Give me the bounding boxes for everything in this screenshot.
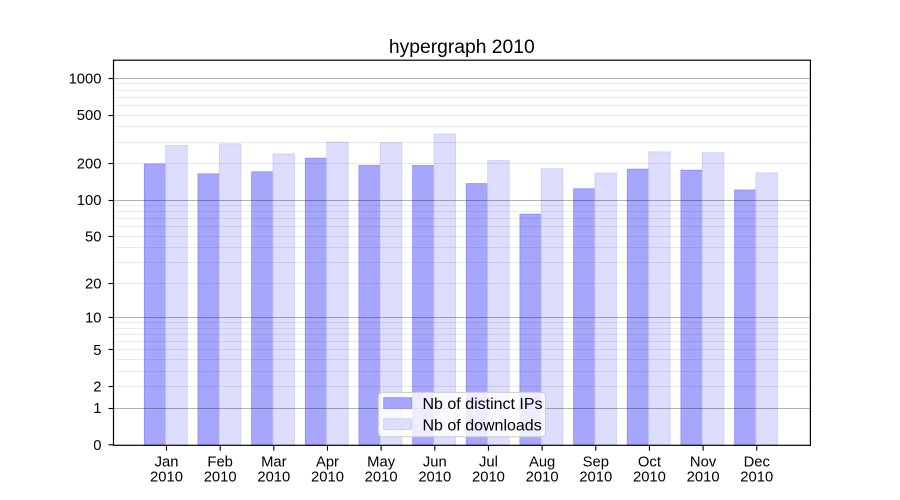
svg-text:2010: 2010 [418,470,451,486]
svg-text:Nb of downloads: Nb of downloads [423,417,542,434]
svg-text:5: 5 [93,343,101,359]
svg-text:200: 200 [77,157,102,173]
svg-text:2010: 2010 [365,470,398,486]
svg-text:Apr: Apr [316,454,339,470]
svg-text:Nov: Nov [690,454,717,470]
svg-text:0: 0 [93,438,101,454]
svg-text:Feb: Feb [207,454,233,470]
svg-text:1: 1 [93,401,101,417]
svg-text:2010: 2010 [740,470,773,486]
svg-text:2010: 2010 [687,470,720,486]
svg-text:Jun: Jun [423,454,447,470]
svg-text:Sep: Sep [583,454,609,470]
svg-text:Jan: Jan [155,454,179,470]
svg-text:2010: 2010 [150,470,183,486]
svg-text:Oct: Oct [638,454,661,470]
svg-text:hypergraph 2010: hypergraph 2010 [389,37,535,58]
svg-text:2010: 2010 [472,470,505,486]
svg-text:50: 50 [85,229,101,245]
svg-text:Dec: Dec [744,454,771,470]
svg-text:Nb of distinct IPs: Nb of distinct IPs [423,396,543,413]
svg-text:2: 2 [93,380,101,396]
svg-text:2010: 2010 [311,470,344,486]
svg-text:500: 500 [77,108,102,124]
svg-text:Mar: Mar [261,454,287,470]
svg-text:2010: 2010 [257,470,290,486]
svg-text:100: 100 [77,193,102,209]
svg-text:May: May [367,454,396,470]
svg-text:10: 10 [85,311,101,327]
svg-text:2010: 2010 [204,470,237,486]
svg-text:1000: 1000 [69,71,102,87]
svg-text:Jul: Jul [479,454,498,470]
svg-text:2010: 2010 [579,470,612,486]
svg-text:2010: 2010 [526,470,559,486]
svg-text:Aug: Aug [529,454,555,470]
svg-text:2010: 2010 [633,470,666,486]
svg-text:20: 20 [85,276,101,292]
